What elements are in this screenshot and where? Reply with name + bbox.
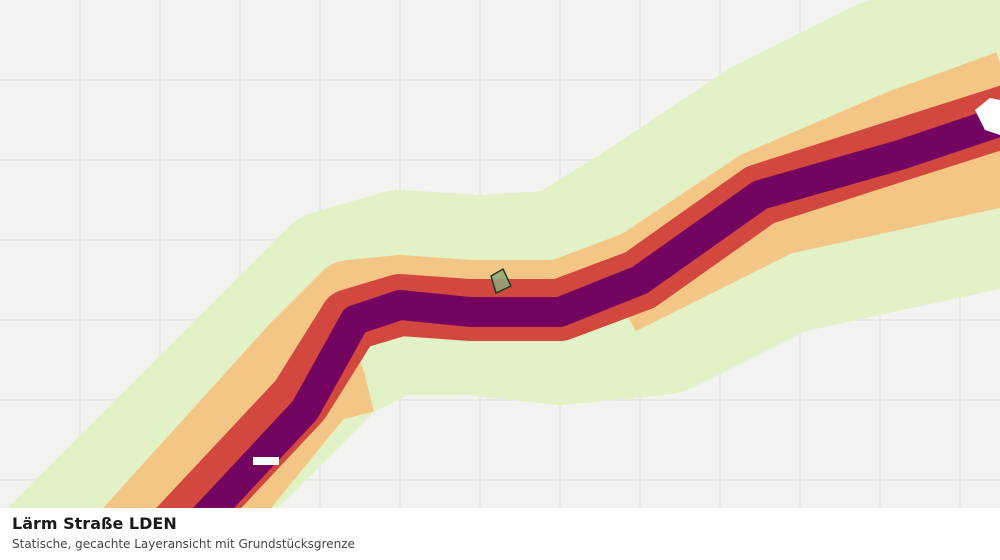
layer-title: Lärm Straße LDEN — [12, 514, 177, 533]
layer-subtitle: Statische, gecachte Layeransicht mit Gru… — [12, 537, 355, 551]
caption-panel: Lärm Straße LDEN Statische, gecachte Lay… — [0, 508, 1000, 560]
parcel-boundary[interactable] — [490, 267, 512, 295]
gap — [975, 98, 1000, 135]
gap — [253, 457, 279, 465]
